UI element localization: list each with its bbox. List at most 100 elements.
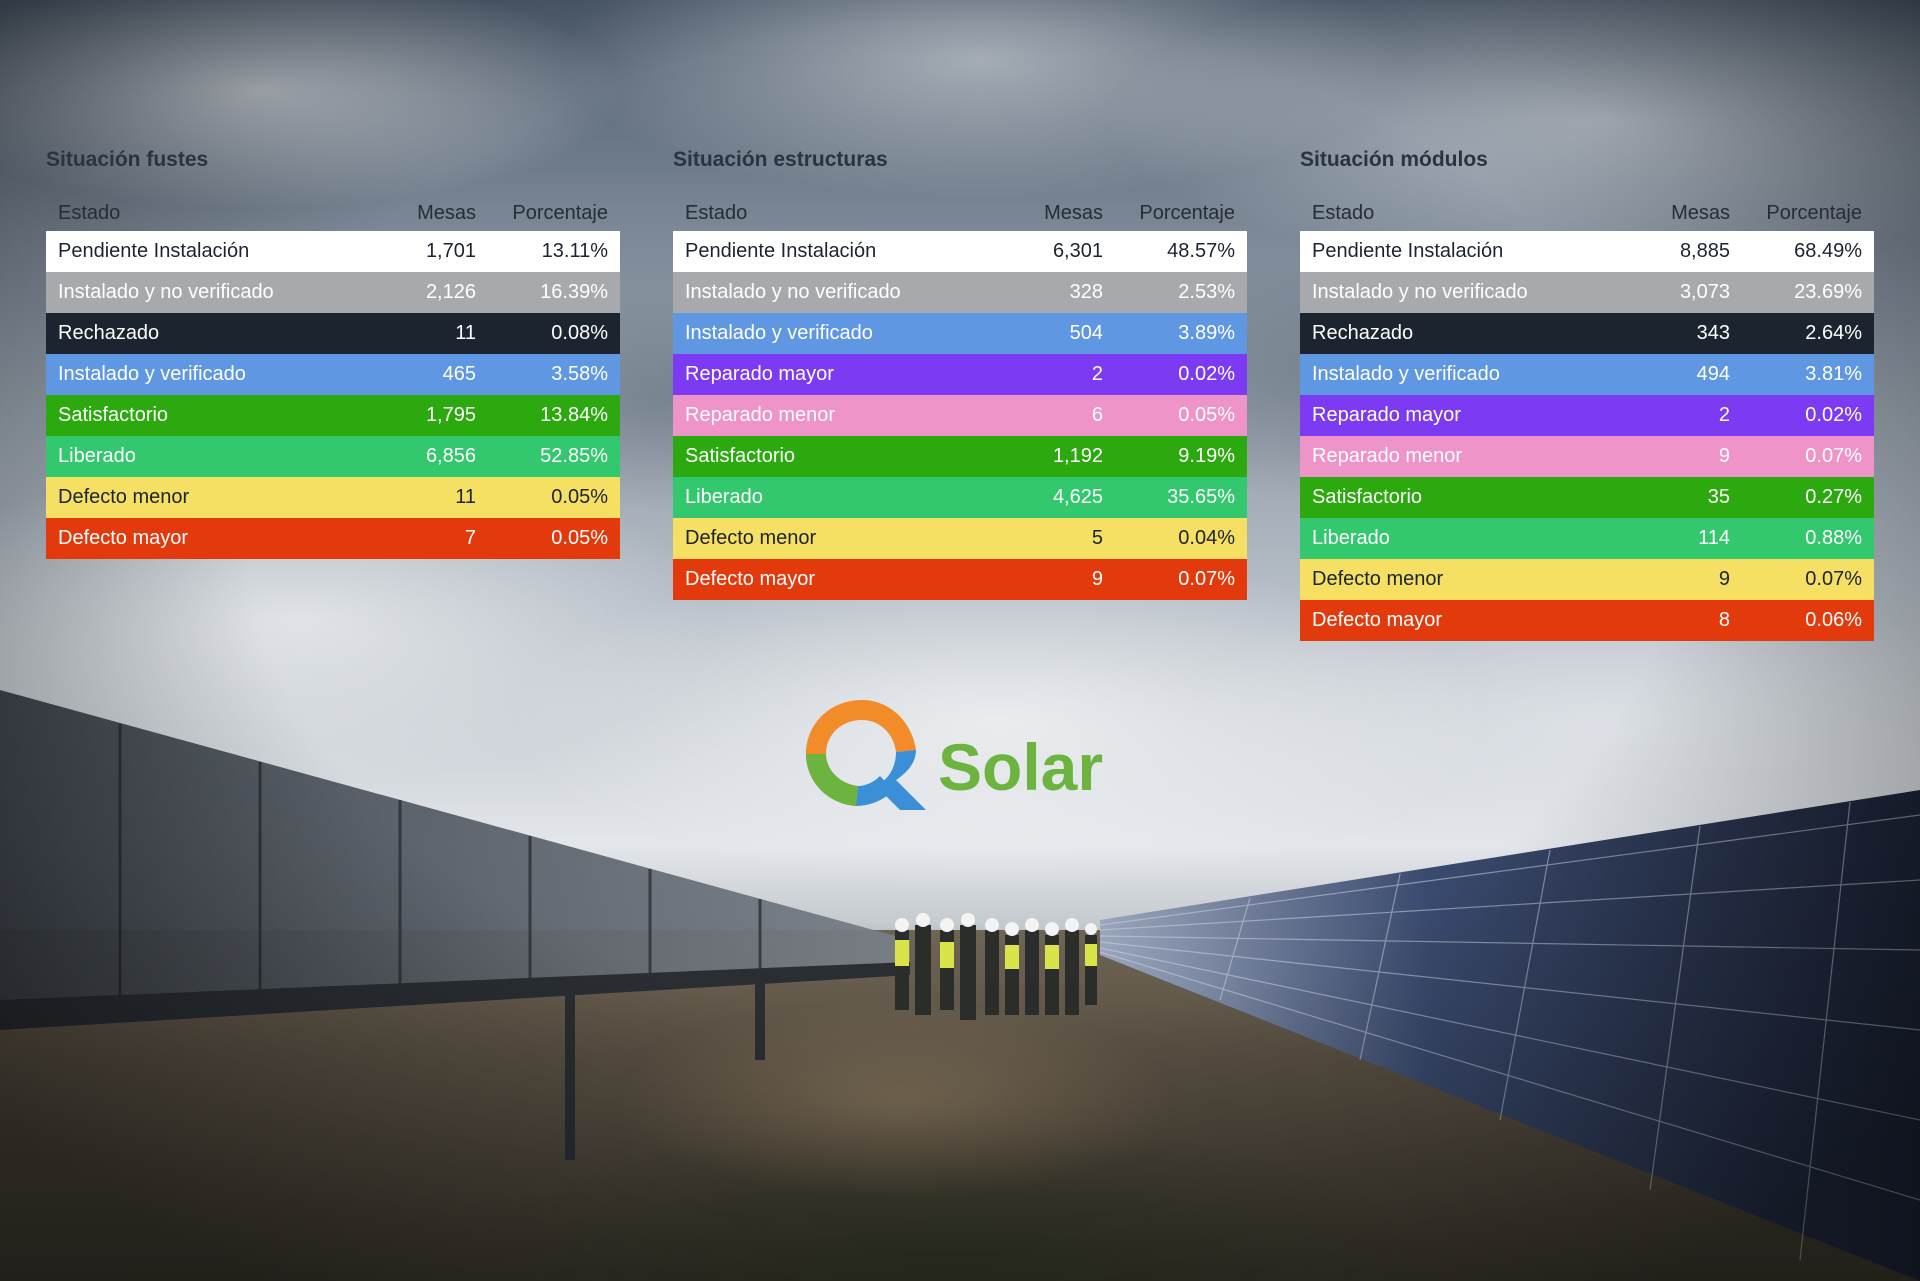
cell-mesas: 8,885 (1679, 240, 1730, 262)
header-estado: Estado (58, 201, 121, 224)
cell-estado: Defecto menor (58, 486, 190, 508)
table-row: Satisfactorio 35 0.27% (1300, 477, 1874, 518)
table-fustes: Situación fustes Estado Mesas Porcentaje… (46, 147, 620, 559)
cell-mesas: 4,625 (1052, 486, 1103, 508)
table-row: Satisfactorio 1,795 13.84% (46, 395, 620, 436)
cell-porcentaje: 9.19% (1178, 445, 1235, 467)
cell-porcentaje: 52.85% (540, 445, 608, 467)
cell-porcentaje: 0.06% (1805, 609, 1862, 631)
cell-estado: Liberado (1312, 527, 1390, 549)
cell-mesas: 9 (1091, 568, 1103, 590)
table-row: Liberado 4,625 35.65% (673, 477, 1247, 518)
cell-porcentaje: 2.64% (1805, 322, 1862, 344)
cell-estado: Satisfactorio (1312, 486, 1423, 508)
table-row: Rechazado 343 2.64% (1300, 313, 1874, 354)
cell-porcentaje: 35.65% (1167, 486, 1235, 508)
table-row: Pendiente Instalación 1,701 13.11% (46, 231, 620, 272)
table-row: Defecto mayor 7 0.05% (46, 518, 620, 559)
cell-estado: Defecto menor (1312, 568, 1444, 590)
table-row: Instalado y verificado 465 3.58% (46, 354, 620, 395)
cell-porcentaje: 16.39% (540, 281, 608, 303)
cell-mesas: 343 (1696, 322, 1730, 344)
cell-estado: Instalado y verificado (1312, 363, 1500, 385)
header-mesas: Mesas (1044, 201, 1103, 224)
cell-estado: Reparado mayor (685, 363, 834, 385)
cell-estado: Instalado y verificado (685, 322, 873, 344)
table-row: Defecto menor 11 0.05% (46, 477, 620, 518)
cell-estado: Pendiente Instalación (685, 240, 877, 262)
table-row: Reparado mayor 2 0.02% (1300, 395, 1874, 436)
table-header: Estado Mesas Porcentaje (1300, 195, 1874, 231)
cell-porcentaje: 48.57% (1167, 240, 1235, 262)
cell-mesas: 328 (1069, 281, 1103, 303)
cell-estado: Instalado y no verificado (58, 281, 274, 303)
table-row: Instalado y no verificado 3,073 23.69% (1300, 272, 1874, 313)
table-row: Instalado y verificado 494 3.81% (1300, 354, 1874, 395)
cell-porcentaje: 0.27% (1805, 486, 1862, 508)
cell-mesas: 465 (442, 363, 476, 385)
cell-porcentaje: 2.53% (1178, 281, 1235, 303)
cell-mesas: 2 (1718, 404, 1730, 426)
table-estructuras: Situación estructuras Estado Mesas Porce… (673, 147, 1247, 600)
cell-porcentaje: 13.11% (541, 240, 608, 262)
cell-mesas: 9 (1718, 445, 1730, 467)
q-logo-icon (806, 700, 926, 810)
cell-porcentaje: 0.07% (1805, 568, 1862, 590)
table-body: Pendiente Instalación 6,301 48.57% Instalad… (673, 231, 1247, 600)
cell-porcentaje: 0.07% (1178, 568, 1235, 590)
cell-mesas: 1,795 (425, 404, 476, 426)
cell-porcentaje: 23.69% (1794, 281, 1862, 303)
cell-mesas: 2,126 (425, 281, 476, 303)
cell-estado: Pendiente Instalación (1312, 240, 1504, 262)
cell-estado: Reparado menor (1312, 445, 1463, 467)
cell-mesas: 494 (1696, 363, 1730, 385)
table-row: Instalado y no verificado 328 2.53% (673, 272, 1247, 313)
table-row: Reparado menor 9 0.07% (1300, 436, 1874, 477)
header-mesas: Mesas (417, 201, 476, 224)
cell-porcentaje: 0.05% (551, 486, 608, 508)
cell-estado: Defecto mayor (1312, 609, 1443, 631)
cell-porcentaje: 68.49% (1794, 240, 1862, 262)
table-row: Liberado 114 0.88% (1300, 518, 1874, 559)
table-row: Defecto menor 9 0.07% (1300, 559, 1874, 600)
cell-porcentaje: 0.05% (1178, 404, 1235, 426)
cell-porcentaje: 3.81% (1805, 363, 1862, 385)
header-porcentaje: Porcentaje (1766, 201, 1862, 224)
cell-mesas: 1,701 (425, 240, 476, 262)
cell-porcentaje: 0.07% (1805, 445, 1862, 467)
header-estado: Estado (1312, 201, 1375, 224)
cell-estado: Pendiente Instalación (58, 240, 250, 262)
cell-estado: Rechazado (1312, 322, 1414, 344)
cell-porcentaje: 0.05% (551, 527, 608, 549)
table-row: Pendiente Instalación 6,301 48.57% (673, 231, 1247, 272)
table-title: Situación estructuras (673, 148, 888, 171)
cell-mesas: 7 (464, 527, 476, 549)
cell-mesas: 504 (1069, 322, 1103, 344)
cell-estado: Defecto mayor (58, 527, 189, 549)
table-header: Estado Mesas Porcentaje (46, 195, 620, 231)
cell-estado: Satisfactorio (685, 445, 796, 467)
qsolar-logo: Solar (800, 694, 1120, 814)
cell-estado: Reparado menor (685, 404, 836, 426)
table-title: Situación módulos (1300, 148, 1488, 171)
cell-porcentaje: 0.02% (1805, 404, 1862, 426)
cell-mesas: 11 (455, 486, 476, 508)
table-header: Estado Mesas Porcentaje (673, 195, 1247, 231)
table-modulos: Situación módulos Estado Mesas Porcentaj… (1300, 147, 1874, 641)
cell-estado: Defecto mayor (685, 568, 816, 590)
cell-estado: Satisfactorio (58, 404, 169, 426)
table-row: Defecto mayor 9 0.07% (673, 559, 1247, 600)
cell-estado: Instalado y verificado (58, 363, 246, 385)
cell-estado: Instalado y no verificado (1312, 281, 1528, 303)
cell-porcentaje: 0.08% (551, 322, 608, 344)
table-row: Rechazado 11 0.08% (46, 313, 620, 354)
cell-porcentaje: 0.02% (1178, 363, 1235, 385)
cell-porcentaje: 0.88% (1805, 527, 1862, 549)
cell-mesas: 3,073 (1679, 281, 1730, 303)
cell-mesas: 35 (1707, 486, 1730, 508)
table-row: Instalado y no verificado 2,126 16.39% (46, 272, 620, 313)
cell-porcentaje: 3.58% (551, 363, 608, 385)
table-title: Situación fustes (46, 148, 209, 171)
